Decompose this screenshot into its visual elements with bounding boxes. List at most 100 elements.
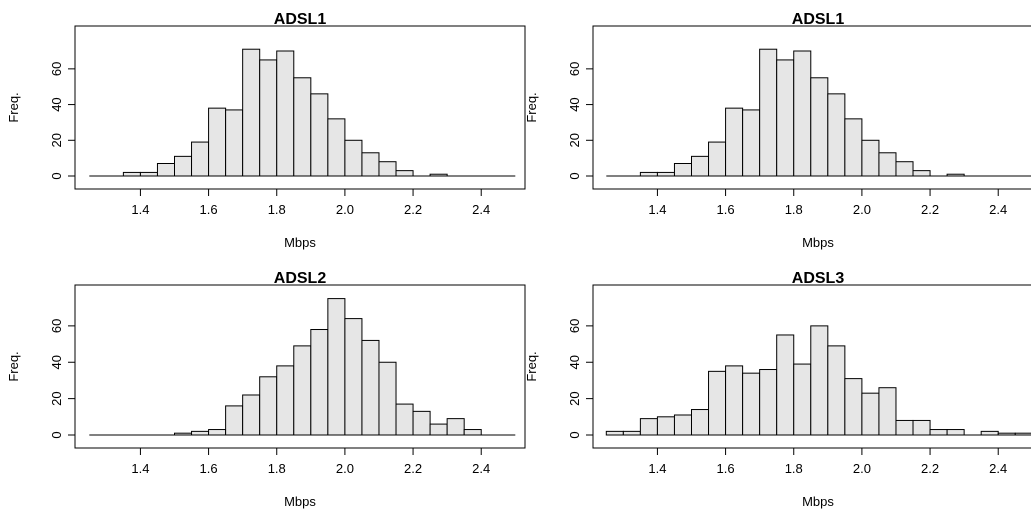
histogram-bar [276, 365, 295, 436]
histogram-bar [861, 139, 880, 177]
y-tick-label: 0 [567, 172, 582, 179]
y-axis-label: Freq. [524, 351, 539, 381]
x-tick-label: 1.8 [268, 461, 286, 476]
plot-frame [592, 284, 1031, 449]
panel-title: ADSL2 [274, 270, 327, 287]
y-tick-label: 60 [567, 319, 582, 333]
y-tick-label: 0 [567, 431, 582, 438]
histogram-bar [895, 419, 914, 436]
histogram-bar [725, 107, 744, 177]
histogram-bar [293, 77, 312, 177]
histogram-bar [156, 163, 176, 177]
histogram-bar [395, 403, 414, 436]
y-tick-label: 60 [49, 319, 64, 333]
histogram-bar [656, 416, 675, 436]
histogram-bar [759, 48, 778, 177]
histogram-bar [793, 50, 812, 177]
x-tick-label: 1.4 [131, 202, 149, 217]
histogram-bar [378, 361, 397, 436]
y-tick-label: 20 [567, 391, 582, 405]
histogram-panel-1: ADSL1 1.4 1.6 1.8 2.0 2.2 2.4 0 20 40 60 Mbps Freq. [6, 11, 526, 250]
histogram-bar [344, 318, 363, 436]
y-tick-label: 20 [49, 391, 64, 405]
x-tick-label: 2.2 [404, 202, 422, 217]
histogram-bar [344, 139, 363, 177]
plot-frame [74, 25, 526, 190]
x-axis-label: Mbps [284, 494, 316, 509]
histogram-bar [844, 118, 863, 177]
histogram-panel-2: ADSL1 1.4 1.6 1.8 2.0 2.2 2.4 0 20 40 60 Mbps Freq. [524, 11, 1031, 250]
histogram-bar [225, 405, 244, 436]
histogram-bar [225, 109, 244, 177]
y-tick-label: 0 [49, 172, 64, 179]
histogram-bar [895, 161, 914, 177]
histogram-bar [139, 171, 158, 177]
y-tick-label: 60 [49, 62, 64, 76]
y-tick-label: 20 [49, 133, 64, 147]
x-tick-label: 1.8 [785, 202, 803, 217]
histogram-bar [191, 141, 210, 177]
histogram-bar [878, 387, 897, 436]
histogram-bar [912, 419, 931, 436]
histogram-bar [912, 170, 931, 177]
y-tick-label: 40 [567, 355, 582, 369]
x-tick-label: 1.6 [717, 461, 735, 476]
histogram-bar [929, 429, 948, 436]
histogram-bar [793, 363, 812, 436]
x-tick-label: 1.4 [648, 202, 666, 217]
histogram-bar [378, 161, 397, 177]
histogram-bar [208, 429, 227, 436]
y-tick-label: 40 [49, 355, 64, 369]
x-tick-label: 1.4 [131, 461, 149, 476]
histogram-bar [242, 48, 261, 177]
histogram-bar [742, 109, 761, 177]
x-tick-label: 2.2 [404, 461, 422, 476]
histogram-bar [810, 325, 829, 436]
histogram-bar [691, 409, 710, 436]
y-axis-label: Freq. [6, 351, 21, 381]
histogram-bar [174, 432, 193, 436]
panel-title: ADSL1 [792, 11, 845, 28]
x-tick-label: 2.4 [472, 461, 490, 476]
panel-title: ADSL1 [274, 11, 327, 28]
histogram-bar [946, 173, 965, 177]
histogram-bar [361, 339, 380, 436]
x-axis-label: Mbps [802, 494, 834, 509]
histogram-bar [1014, 432, 1031, 436]
histogram-bar [656, 171, 675, 177]
x-tick-label: 2.4 [472, 202, 490, 217]
histogram-bar [122, 171, 141, 177]
histogram-bar [725, 365, 744, 436]
histogram-bar [463, 429, 482, 436]
histogram-panel-4: ADSL3 1.4 1.6 1.8 2.0 2.2 2.4 0 20 40 60 Mbps Freq. [524, 270, 1031, 509]
x-tick-label: 2.0 [853, 461, 871, 476]
x-tick-label: 2.0 [336, 461, 354, 476]
x-tick-label: 2.4 [989, 461, 1007, 476]
histogram-bar [259, 59, 278, 177]
histogram-panel-3: ADSL2 1.4 1.6 1.8 2.0 2.2 2.4 0 20 40 60 Mbps Freq. [6, 270, 526, 509]
x-tick-label: 2.0 [336, 202, 354, 217]
histogram-bar [997, 432, 1016, 436]
histogram-bar [208, 107, 227, 177]
x-tick-label: 2.2 [921, 202, 939, 217]
histogram-bar [412, 410, 431, 436]
x-tick-label: 1.8 [268, 202, 286, 217]
histogram-bar [810, 77, 829, 177]
histogram-bar [827, 93, 846, 177]
histogram-bar [946, 429, 965, 436]
histogram-bar [639, 418, 658, 436]
plot-frame [592, 25, 1031, 190]
histogram-bar [673, 163, 693, 177]
x-tick-label: 1.8 [785, 461, 803, 476]
histogram-bar [622, 430, 641, 436]
histogram-bar [429, 173, 448, 177]
histogram-bar [861, 392, 880, 436]
x-tick-label: 1.6 [200, 202, 218, 217]
histogram-bar [174, 155, 193, 177]
histogram-bar [361, 152, 380, 177]
histogram-bar [446, 418, 465, 436]
x-tick-label: 2.2 [921, 461, 939, 476]
histogram-bar [191, 430, 210, 436]
histogram-bar [310, 329, 329, 436]
